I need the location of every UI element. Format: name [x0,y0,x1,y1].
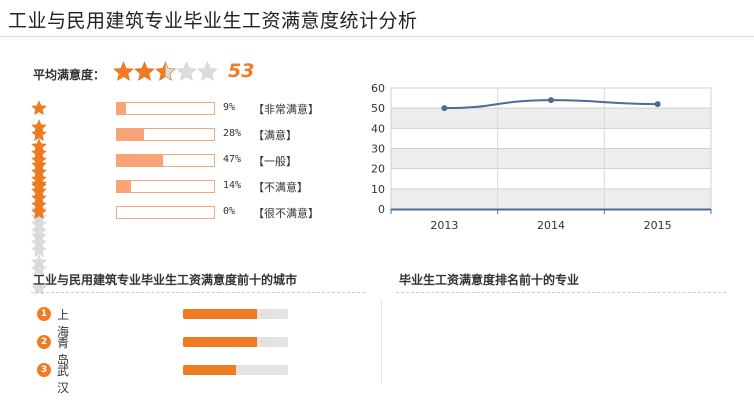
star-empty-icon [31,280,47,296]
x-tick-label: 2013 [430,219,458,232]
rating-bar-track [116,154,215,167]
y-tick-label: 0 [378,203,385,216]
star-filled-icon [134,61,155,81]
city-bar-track [183,365,288,375]
rank-badge: 1 [37,307,51,321]
city-bar-track [183,309,288,319]
top-cities-divider [31,292,365,293]
top-majors-heading: 毕业生工资满意度排名前十的专业 [399,273,580,287]
grid-band [391,168,711,189]
average-label: 平均满意度： [33,68,106,82]
rating-percent: 9% [223,102,236,113]
rating-bar-track [116,206,215,219]
grid-band [391,128,711,149]
city-bar-fill [183,309,257,319]
rating-level: 【不满意】 [253,181,308,194]
city-name[interactable]: 上海 [57,308,70,339]
rating-bar-fill [117,181,131,192]
rating-bar-fill [117,129,145,140]
data-point [441,105,448,112]
rank-badge: 3 [37,363,51,377]
y-tick-label: 30 [371,143,385,156]
page-title: 工业与民用建筑专业毕业生工资满意度统计分析 [8,10,418,32]
title-divider [0,36,754,37]
star-empty-icon [31,242,47,258]
city-name[interactable]: 武汉 [57,364,70,395]
city-bar-track [183,337,288,347]
star-empty-icon [197,61,218,81]
star-filled-icon [31,152,47,168]
city-name[interactable]: 青岛 [57,336,70,367]
city-bar-fill [183,337,257,347]
rating-bar-track [116,128,215,141]
average-stars [113,61,218,82]
data-point [548,97,554,104]
grid-band [391,188,711,209]
grid-band [391,148,711,169]
y-tick-label: 20 [371,163,385,176]
star-filled-icon [31,178,47,194]
star-filled-icon [113,61,134,81]
rating-level: 【很不满意】 [253,207,319,220]
section-separator [381,300,382,384]
city-bar-fill [183,365,236,375]
rating-percent: 47% [223,154,242,165]
average-value: 53 [228,60,255,82]
rating-bar-fill [117,155,163,166]
rating-level: 【非常满意】 [253,103,319,116]
top-majors-divider [396,292,726,293]
star-filled-icon [31,100,47,116]
rating-level: 【一般】 [253,155,297,168]
star-filled-icon [31,126,47,142]
y-tick-label: 40 [371,122,385,135]
star-empty-icon [31,261,47,277]
rating-percent: 0% [223,206,236,217]
star-empty-icon [176,61,197,81]
y-tick-label: 10 [371,183,385,196]
x-tick-label: 2014 [537,219,565,232]
star-filled-icon [31,204,47,220]
rating-bar-fill [117,103,126,114]
x-tick-label: 2015 [644,219,672,232]
top-cities-heading: 工业与民用建筑专业毕业生工资满意度前十的城市 [33,273,298,287]
rating-percent: 28% [223,128,242,139]
y-tick-label: 50 [371,102,385,115]
rank-badge: 2 [37,335,51,349]
star-half-icon [155,61,176,81]
rating-bar-track [116,180,215,193]
rating-level: 【满意】 [253,129,297,142]
rating-stars [31,204,47,299]
grid-band [391,108,711,129]
satisfaction-line-chart: 0 10 20 30 40 50 60 2013 2014 2015 [371,82,712,232]
rating-bar-track [116,102,215,115]
rating-percent: 14% [223,180,242,191]
data-point [654,101,661,108]
y-tick-label: 60 [371,82,385,95]
star-empty-icon [31,223,47,239]
